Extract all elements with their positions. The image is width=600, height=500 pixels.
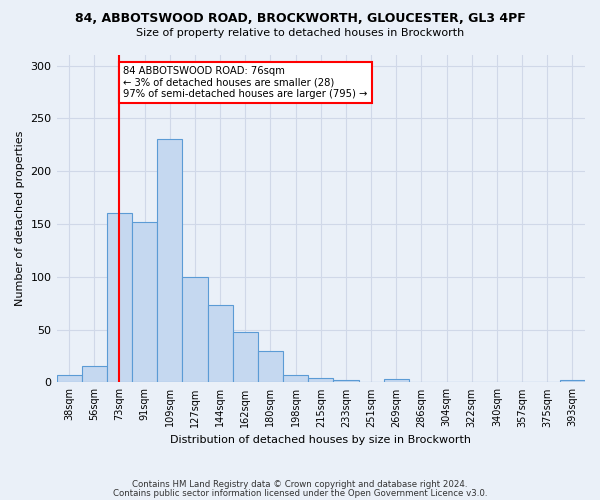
Bar — [182, 277, 208, 382]
Bar — [157, 140, 182, 382]
Bar — [383, 380, 409, 382]
Bar — [560, 380, 585, 382]
Bar — [283, 375, 308, 382]
Text: Contains HM Land Registry data © Crown copyright and database right 2024.: Contains HM Land Registry data © Crown c… — [132, 480, 468, 489]
Bar — [107, 214, 132, 382]
Text: 84 ABBOTSWOOD ROAD: 76sqm
← 3% of detached houses are smaller (28)
97% of semi-d: 84 ABBOTSWOOD ROAD: 76sqm ← 3% of detach… — [123, 66, 368, 99]
Y-axis label: Number of detached properties: Number of detached properties — [15, 131, 25, 306]
Bar — [258, 350, 283, 382]
Bar — [82, 366, 107, 382]
Text: Contains public sector information licensed under the Open Government Licence v3: Contains public sector information licen… — [113, 488, 487, 498]
Bar — [56, 375, 82, 382]
Bar — [334, 380, 359, 382]
Text: Size of property relative to detached houses in Brockworth: Size of property relative to detached ho… — [136, 28, 464, 38]
Bar — [308, 378, 334, 382]
Bar — [208, 306, 233, 382]
Bar — [233, 332, 258, 382]
Text: 84, ABBOTSWOOD ROAD, BROCKWORTH, GLOUCESTER, GL3 4PF: 84, ABBOTSWOOD ROAD, BROCKWORTH, GLOUCES… — [74, 12, 526, 26]
Bar — [132, 222, 157, 382]
X-axis label: Distribution of detached houses by size in Brockworth: Distribution of detached houses by size … — [170, 435, 471, 445]
